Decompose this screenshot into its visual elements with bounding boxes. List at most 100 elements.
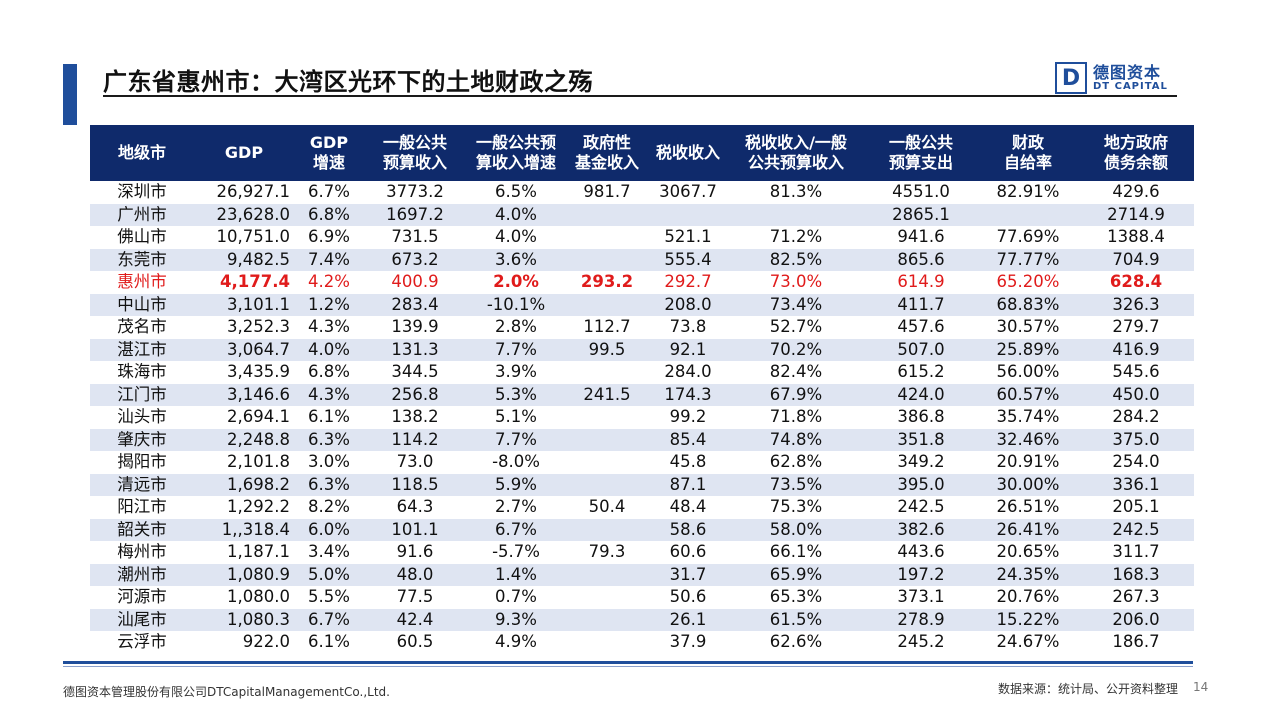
table-cell: 2714.9 — [1078, 203, 1194, 226]
table-cell: 457.6 — [864, 316, 978, 339]
table-cell: 31.7 — [648, 563, 728, 586]
table-cell: 42.4 — [364, 608, 466, 631]
table-cell: 114.2 — [364, 428, 466, 451]
city-name-cell: 韶关市 — [90, 518, 194, 541]
table-row: 揭阳市 2,101.8 3.0% 73.0 -8.0% 45.8 62.8% 349.2 20.… — [90, 451, 1194, 474]
table-cell: 1.4% — [466, 563, 566, 586]
table-cell: 2,694.1 — [194, 406, 294, 429]
table-cell: 279.7 — [1078, 316, 1194, 339]
city-name-cell: 汕尾市 — [90, 608, 194, 631]
table-header: 地级市 GDP GDP 增速 一般公共 预算收入 一般公共预 算收入增速 政府性 基金收入 税收收入… — [90, 125, 1194, 181]
table-cell: 82.4% — [728, 361, 864, 384]
table-cell: 6.9% — [294, 226, 364, 249]
table-cell: 30.00% — [978, 473, 1078, 496]
table-cell: 443.6 — [864, 541, 978, 564]
table-cell: 507.0 — [864, 338, 978, 361]
table-cell: 3,435.9 — [194, 361, 294, 384]
table-cell: 704.9 — [1078, 248, 1194, 271]
table-cell: 50.6 — [648, 586, 728, 609]
table-cell: 545.6 — [1078, 361, 1194, 384]
table-cell: 174.3 — [648, 383, 728, 406]
table-cell: 26,927.1 — [194, 181, 294, 204]
table-cell: 1388.4 — [1078, 226, 1194, 249]
table-cell: 138.2 — [364, 406, 466, 429]
table-cell — [566, 586, 648, 609]
table-cell: 386.8 — [864, 406, 978, 429]
logo-english-name: DT CAPITAL — [1093, 81, 1168, 93]
table-cell: 349.2 — [864, 451, 978, 474]
table-cell: 65.20% — [978, 271, 1078, 294]
table-cell: 254.0 — [1078, 451, 1194, 474]
table-cell: 75.3% — [728, 496, 864, 519]
column-header: GDP — [194, 125, 294, 181]
table-cell: 614.9 — [864, 271, 978, 294]
city-name-cell: 茂名市 — [90, 316, 194, 339]
city-name-cell: 云浮市 — [90, 631, 194, 654]
table-cell: 67.9% — [728, 383, 864, 406]
table-cell: 118.5 — [364, 473, 466, 496]
city-name-cell: 深圳市 — [90, 181, 194, 204]
table-cell: 865.6 — [864, 248, 978, 271]
table-cell: 6.7% — [466, 518, 566, 541]
table-cell: 4.3% — [294, 316, 364, 339]
table-cell: 1,,318.4 — [194, 518, 294, 541]
table-cell: 74.8% — [728, 428, 864, 451]
table-cell: 48.4 — [648, 496, 728, 519]
table-row: 珠海市 3,435.9 6.8% 344.5 3.9% 284.0 82.4% 615.2 56… — [90, 361, 1194, 384]
table-row: 阳江市 1,292.2 8.2% 64.3 2.7% 50.4 48.4 75.3% 242.5… — [90, 496, 1194, 519]
table-cell: 4551.0 — [864, 181, 978, 204]
column-header-line: 增速 — [312, 153, 345, 172]
column-header-line: GDP — [309, 133, 349, 152]
city-name-cell: 东莞市 — [90, 248, 194, 271]
column-header-line: 自给率 — [1003, 153, 1052, 172]
column-header-line: 税收收入 — [655, 143, 720, 162]
company-footer: 德图资本管理股份有限公司DTCapitalManagementCo.,Ltd. — [63, 685, 390, 699]
table-cell: 3.4% — [294, 541, 364, 564]
table-cell — [978, 203, 1078, 226]
column-header-line: 公共预算收入 — [747, 153, 844, 172]
table-cell: 2865.1 — [864, 203, 978, 226]
table-cell: 77.77% — [978, 248, 1078, 271]
table-cell: 5.5% — [294, 586, 364, 609]
city-name-cell: 河源市 — [90, 586, 194, 609]
table-cell: 326.3 — [1078, 293, 1194, 316]
table-cell: 23,628.0 — [194, 203, 294, 226]
table-cell: 293.2 — [566, 271, 648, 294]
table-cell: 6.3% — [294, 428, 364, 451]
table-row: 东莞市 9,482.5 7.4% 673.2 3.6% 555.4 82.5% 865.6 77… — [90, 248, 1194, 271]
table-cell: 25.89% — [978, 338, 1078, 361]
table-cell: 2,101.8 — [194, 451, 294, 474]
table-cell: 139.9 — [364, 316, 466, 339]
table-cell: 7.4% — [294, 248, 364, 271]
logo-d-icon: D — [1055, 62, 1087, 94]
table-cell: 1697.2 — [364, 203, 466, 226]
table-cell: 112.7 — [566, 316, 648, 339]
table-cell: 73.0% — [728, 271, 864, 294]
table-cell: 5.9% — [466, 473, 566, 496]
table-cell: 4.0% — [294, 338, 364, 361]
table-cell — [566, 473, 648, 496]
table-cell: -5.7% — [466, 541, 566, 564]
table-cell: 411.7 — [864, 293, 978, 316]
column-header: GDP 增速 — [294, 125, 364, 181]
table-cell: 71.8% — [728, 406, 864, 429]
city-name-cell: 阳江市 — [90, 496, 194, 519]
table-cell: 77.69% — [978, 226, 1078, 249]
table-cell: 242.5 — [1078, 518, 1194, 541]
table-cell: 24.35% — [978, 563, 1078, 586]
table-cell: 922.0 — [194, 631, 294, 654]
table-cell: 1.2% — [294, 293, 364, 316]
table-row: 惠州市 4,177.4 4.2% 400.9 2.0% 293.2 292.7 73.0% 61… — [90, 271, 1194, 294]
table-cell: 35.74% — [978, 406, 1078, 429]
table-cell: 3.9% — [466, 361, 566, 384]
table-cell: 60.6 — [648, 541, 728, 564]
table-cell: 416.9 — [1078, 338, 1194, 361]
table-cell: 283.4 — [364, 293, 466, 316]
table-cell — [566, 293, 648, 316]
table-cell — [566, 361, 648, 384]
table-cell: 245.2 — [864, 631, 978, 654]
table-cell: 1,080.9 — [194, 563, 294, 586]
table-cell: 3,064.7 — [194, 338, 294, 361]
table-row: 梅州市 1,187.1 3.4% 91.6 -5.7% 79.3 60.6 66.1% 443.… — [90, 541, 1194, 564]
table-cell: 351.8 — [864, 428, 978, 451]
